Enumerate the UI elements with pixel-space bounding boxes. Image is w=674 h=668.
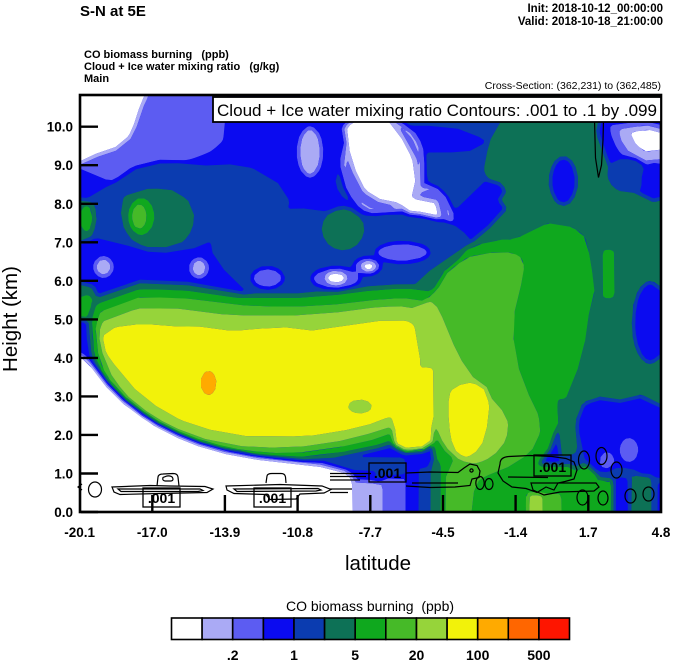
svg-text:Main: Main	[84, 73, 109, 85]
svg-text:-7.7: -7.7	[359, 525, 382, 540]
svg-text:-1.4: -1.4	[504, 525, 528, 540]
svg-text:500: 500	[527, 647, 551, 663]
svg-text:9.0: 9.0	[54, 158, 73, 173]
svg-text:Init: 2018-10-12_00:00:00: Init: 2018-10-12_00:00:00	[527, 3, 663, 15]
svg-text:.001: .001	[148, 490, 175, 506]
svg-text:.2: .2	[227, 647, 239, 663]
svg-text:.001: .001	[374, 465, 401, 481]
svg-text:-10.8: -10.8	[282, 525, 313, 540]
svg-text:20: 20	[409, 647, 425, 663]
svg-text:8.0: 8.0	[54, 197, 73, 212]
svg-text:.001: .001	[539, 459, 566, 475]
svg-text:Cloud + Ice water mixing ratio: Cloud + Ice water mixing ratio Contours:…	[217, 102, 657, 120]
svg-text:-13.9: -13.9	[210, 525, 241, 540]
svg-text:.001: .001	[259, 490, 286, 506]
svg-text:100: 100	[466, 647, 490, 663]
svg-text:Valid: 2018-10-18_21:00:00: Valid: 2018-10-18_21:00:00	[518, 16, 663, 28]
svg-text:-20.1: -20.1	[64, 525, 95, 540]
svg-text:10.0: 10.0	[47, 120, 73, 135]
svg-text:4.0: 4.0	[54, 351, 73, 366]
svg-text:1: 1	[290, 647, 298, 663]
svg-text:1.0: 1.0	[54, 467, 73, 482]
svg-text:1.7: 1.7	[579, 525, 598, 540]
svg-text:3.0: 3.0	[54, 389, 73, 404]
svg-text:7.0: 7.0	[54, 235, 73, 250]
svg-text:latitude: latitude	[345, 552, 411, 575]
svg-text:CO biomass burning (ppb): CO biomass burning (ppb)	[286, 598, 454, 614]
svg-text:0.0: 0.0	[54, 505, 73, 520]
svg-text:Cross-Section: (362,231) to (3: Cross-Section: (362,231) to (362,485)	[485, 80, 661, 92]
svg-text:4.8: 4.8	[652, 525, 671, 540]
svg-text:Height (km): Height (km)	[0, 266, 22, 372]
svg-text:CO biomass burning (ppb): CO biomass burning (ppb)	[84, 49, 229, 61]
svg-text:5: 5	[351, 647, 359, 663]
svg-text:S-N at 5E: S-N at 5E	[80, 3, 146, 20]
svg-text:-4.5: -4.5	[431, 525, 455, 540]
svg-text:2.0: 2.0	[54, 428, 73, 443]
svg-text:5.0: 5.0	[54, 312, 73, 327]
svg-text:6.0: 6.0	[54, 274, 73, 289]
svg-text:-17.0: -17.0	[137, 525, 168, 540]
svg-text:Cloud + Ice water mixing ratio: Cloud + Ice water mixing ratio (g/kg)	[84, 61, 280, 73]
